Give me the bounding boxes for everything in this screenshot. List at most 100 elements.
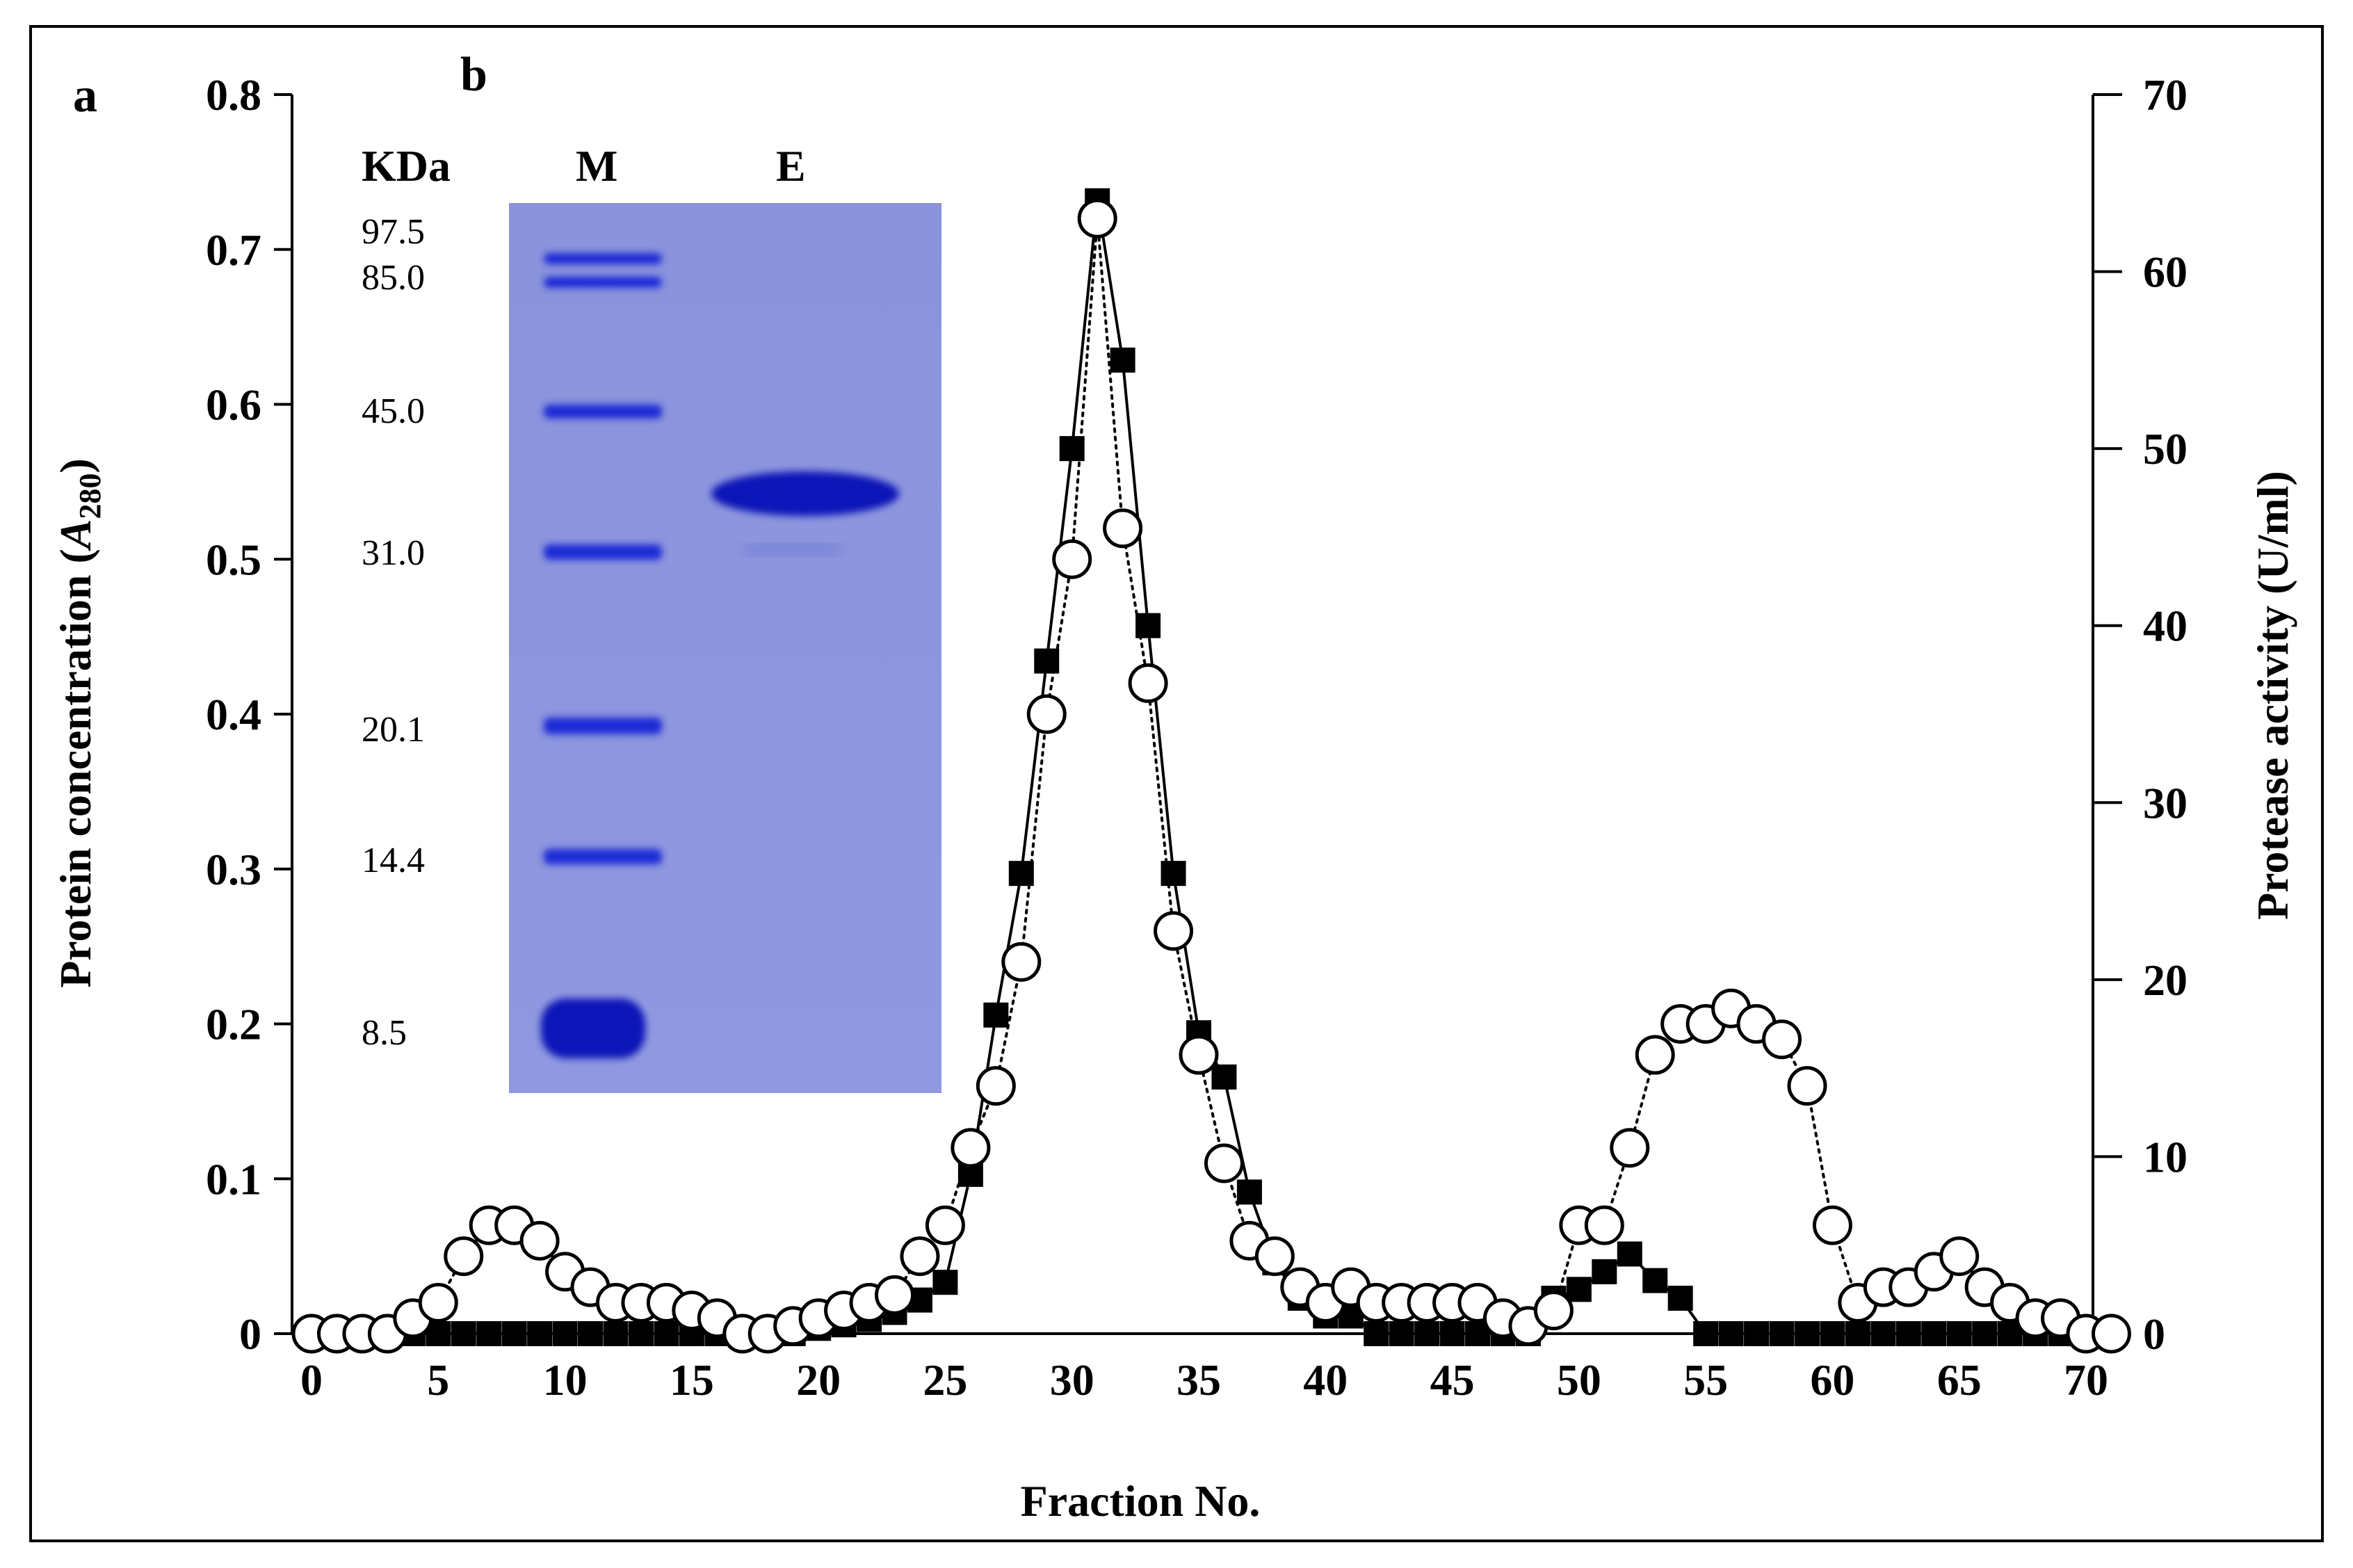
left-axis-tick-label: 0 (239, 1309, 261, 1359)
protein-point (976, 1066, 1016, 1106)
protein-point (1635, 1035, 1675, 1075)
activity-point (628, 1321, 654, 1346)
left-axis-title-suffix: ) (51, 458, 100, 473)
right-axis-tick-label: 20 (2143, 955, 2188, 1005)
activity-point (1895, 1321, 1921, 1346)
gel-mw-label: 8.5 (362, 1013, 407, 1053)
panel-letter-a: a (73, 69, 97, 122)
right-axis-tick-label: 0 (2143, 1309, 2165, 1359)
right-axis-title: Protease activity (U/ml) (2248, 471, 2297, 920)
x-axis-tick-label: 65 (1937, 1355, 1982, 1405)
gel-lane-label-m: M (576, 141, 617, 191)
activity-point (1592, 1259, 1617, 1284)
gel-marker-band (544, 718, 662, 734)
gel-bands (541, 253, 899, 1058)
figure-frame (29, 25, 2324, 1542)
activity-point (1946, 1321, 1972, 1346)
activity-point (552, 1321, 578, 1346)
protein-point (1204, 1143, 1244, 1183)
protein-point (1939, 1236, 1980, 1277)
gel-image (509, 203, 941, 1093)
activity-point (1794, 1321, 1820, 1346)
activity-point (932, 1270, 958, 1295)
x-axis-tick-label: 20 (796, 1355, 841, 1405)
activity-point (1389, 1321, 1414, 1346)
right-axis-tick-label: 60 (2143, 248, 2188, 297)
protein-point (1812, 1205, 1852, 1245)
activity-point (476, 1321, 502, 1346)
activity-point (1211, 1064, 1237, 1090)
gel-mw-label: 45.0 (362, 391, 425, 431)
protein-point (418, 1282, 458, 1323)
gel-lane-label-e: E (776, 141, 806, 191)
gel-mw-labels: 97.5 85.0 45.0 31.0 20.1 14.4 8.5 (362, 212, 425, 1053)
right-axis-tick-label: 10 (2143, 1132, 2188, 1181)
x-axis-tick-label: 0 (300, 1355, 323, 1405)
activity-point (1769, 1321, 1795, 1346)
x-axis-tick-label: 70 (2064, 1355, 2108, 1405)
activity-point (1642, 1268, 1668, 1293)
activity-point (603, 1321, 629, 1346)
protein-point (1610, 1128, 1650, 1168)
gel-marker-band (544, 277, 662, 288)
protein-point (1128, 663, 1168, 703)
right-axis-tick-label: 30 (2143, 778, 2188, 827)
protein-point (2091, 1314, 2131, 1354)
activity-point (654, 1321, 679, 1346)
x-axis-tick-label: 55 (1683, 1355, 1728, 1405)
activity-point (1135, 613, 1161, 638)
left-axis-title-var: A (51, 519, 100, 552)
x-axis-tick-label: 10 (543, 1355, 588, 1405)
protein-point (1533, 1291, 1574, 1331)
left-axis-title: Protein concentration (A280) (51, 458, 107, 988)
right-axis-tick-label: 50 (2143, 424, 2188, 474)
activity-point (983, 1002, 1009, 1028)
protein-point (951, 1128, 991, 1168)
left-axis-tick-label: 0.3 (206, 845, 261, 894)
gel-mw-label: 31.0 (362, 533, 425, 573)
activity-point (1972, 1321, 1998, 1346)
activity-point (1161, 861, 1186, 887)
protein-point (1254, 1236, 1295, 1277)
activity-point (1439, 1321, 1465, 1346)
gel-marker-band (544, 253, 662, 264)
left-axis-tick-label: 0.4 (206, 690, 261, 739)
left-axis-ticks: 0 0.1 0.2 0.3 0.4 0.5 0.6 0.7 0.8 (206, 70, 292, 1359)
gel-header-kda: KDa (362, 141, 451, 191)
protein-point (444, 1236, 484, 1277)
activity-point (1921, 1321, 1947, 1346)
activity-point (1820, 1321, 1845, 1346)
panel-letter-b: b (460, 48, 487, 102)
x-axis-tick-label: 25 (923, 1355, 967, 1405)
left-axis-tick-label: 0.2 (206, 1000, 261, 1049)
x-axis-tick-label: 5 (427, 1355, 449, 1405)
right-axis-tick-label: 40 (2143, 601, 2188, 651)
gel-mw-label: 20.1 (362, 710, 425, 750)
activity-point (1693, 1321, 1719, 1346)
protein-point (1787, 1066, 1827, 1106)
gel-mw-label: 85.0 (362, 258, 425, 298)
gel-marker-band (544, 849, 662, 864)
series-protein-concentration (291, 198, 2131, 1354)
protein-point (925, 1205, 965, 1245)
activity-point (1845, 1321, 1870, 1346)
protein-point (900, 1236, 940, 1277)
protein-point (1103, 508, 1143, 549)
activity-point (578, 1321, 604, 1346)
protein-point (875, 1275, 915, 1315)
protein-point (1052, 539, 1092, 579)
x-axis-tick-label: 15 (670, 1355, 714, 1405)
protein-point (1077, 198, 1117, 239)
activity-point (1364, 1321, 1389, 1346)
x-axis-ticks: 0 5 10 15 20 25 30 35 40 45 50 55 60 65 70 (300, 1355, 2108, 1405)
activity-point (1617, 1241, 1642, 1267)
gel-enzyme-faint-band (744, 547, 841, 553)
activity-point (527, 1321, 553, 1346)
activity-point (451, 1321, 476, 1346)
x-axis-tick-label: 35 (1176, 1355, 1221, 1405)
gel-marker-band-low (541, 999, 645, 1058)
activity-point (1008, 861, 1034, 887)
activity-point (1414, 1321, 1440, 1346)
protein-point (1001, 941, 1042, 982)
sds-page-gel-inset: KDa M E 97.5 85.0 45.0 31.0 20.1 14.4 8.5 (362, 141, 941, 1093)
